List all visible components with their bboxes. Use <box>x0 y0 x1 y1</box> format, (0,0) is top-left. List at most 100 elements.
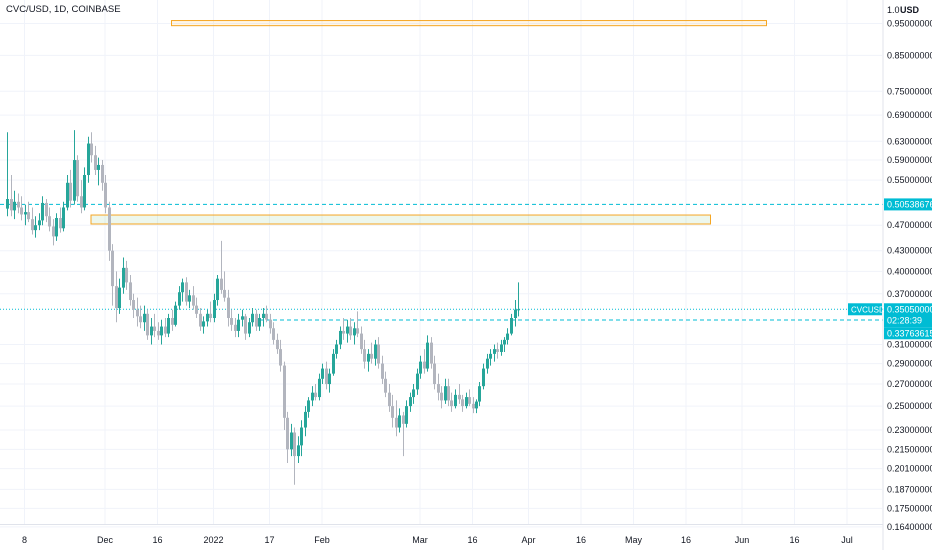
candle <box>489 349 492 366</box>
candle-body <box>486 358 489 369</box>
candle-body <box>223 289 226 298</box>
candle <box>174 301 177 327</box>
candle <box>59 207 62 233</box>
candle <box>402 411 405 457</box>
candle <box>101 160 104 191</box>
candle-body <box>192 295 195 306</box>
candle <box>83 167 86 211</box>
candle-body <box>423 361 426 369</box>
candle <box>514 300 517 327</box>
candle <box>335 339 338 359</box>
candle-body <box>244 316 247 334</box>
candle-body <box>62 207 65 229</box>
candle-body <box>510 317 513 334</box>
candle-body <box>45 202 48 217</box>
candle <box>356 311 359 338</box>
candle <box>69 169 72 208</box>
time-tick-label: 8 <box>22 535 27 545</box>
price-tick-label: 0.63000000 <box>887 136 932 146</box>
last-price-badge <box>884 303 932 328</box>
candle-body <box>216 278 219 301</box>
candle-body <box>157 330 160 336</box>
candle-body <box>55 217 58 237</box>
candle-body <box>290 432 293 450</box>
candle-body <box>447 386 450 401</box>
candle <box>447 378 450 407</box>
resistance-price-badge <box>884 198 932 211</box>
candle-body <box>318 378 321 398</box>
candle <box>486 353 489 374</box>
candle <box>199 308 202 331</box>
candle <box>209 301 212 323</box>
candle <box>325 361 328 390</box>
candle <box>493 344 496 362</box>
candle-body <box>472 403 475 409</box>
time-tick-label: Apr <box>521 535 535 545</box>
candle-body <box>503 339 506 345</box>
candle-body <box>482 368 485 387</box>
candle-body <box>332 353 335 374</box>
candle <box>206 309 209 327</box>
candle-body <box>6 199 9 209</box>
candle-body <box>311 392 314 401</box>
candle-body <box>286 417 289 450</box>
candle <box>62 201 65 232</box>
candle <box>213 293 216 323</box>
candle <box>143 305 146 331</box>
candle-body <box>454 394 457 407</box>
candle <box>300 420 303 457</box>
candle-body <box>321 368 324 379</box>
grid-lines <box>0 0 882 528</box>
price-tick-label: 0.16400000 <box>887 522 932 532</box>
candle <box>419 355 422 379</box>
time-tick-label: Jul <box>841 535 853 545</box>
candle-body <box>419 361 422 374</box>
candle <box>472 397 475 414</box>
candle <box>475 399 478 414</box>
candle-body <box>59 217 62 229</box>
candle-body <box>465 397 468 407</box>
candle-body <box>265 313 268 320</box>
candle <box>395 400 398 437</box>
candle <box>153 313 156 338</box>
candle <box>38 213 41 231</box>
horizontal-lines-layer <box>0 203 883 321</box>
candle <box>248 317 251 338</box>
candle-body <box>227 297 230 318</box>
price-tick-label: 0.37000000 <box>887 289 932 299</box>
candle <box>164 317 167 338</box>
candle-body <box>461 399 464 407</box>
candle <box>255 309 258 331</box>
candle <box>52 219 55 246</box>
candle <box>20 196 23 221</box>
candle-body <box>517 309 520 311</box>
candle <box>405 400 408 428</box>
candle-body <box>195 305 198 314</box>
candle <box>76 155 79 202</box>
candle-body <box>20 207 23 215</box>
price-tick-label: 0.25000000 <box>887 401 932 411</box>
candle-body <box>132 300 135 310</box>
candle-body <box>143 313 146 323</box>
candle-body <box>297 445 300 457</box>
candle-body <box>122 267 125 288</box>
candle-body <box>360 333 363 350</box>
time-tick-label: Feb <box>314 535 330 545</box>
candle <box>13 190 16 220</box>
candle-body <box>48 216 51 227</box>
candle-body <box>83 175 86 208</box>
candle <box>97 157 100 186</box>
price-tick-label: 0.43000000 <box>887 246 932 256</box>
candle <box>461 394 464 412</box>
candle-body <box>139 316 142 323</box>
candle-body <box>412 389 415 398</box>
candle <box>108 201 111 261</box>
support-price-badge <box>884 327 932 340</box>
candle-body <box>405 406 408 424</box>
candle-body <box>279 349 282 366</box>
candle <box>440 386 443 409</box>
candle <box>426 335 429 372</box>
